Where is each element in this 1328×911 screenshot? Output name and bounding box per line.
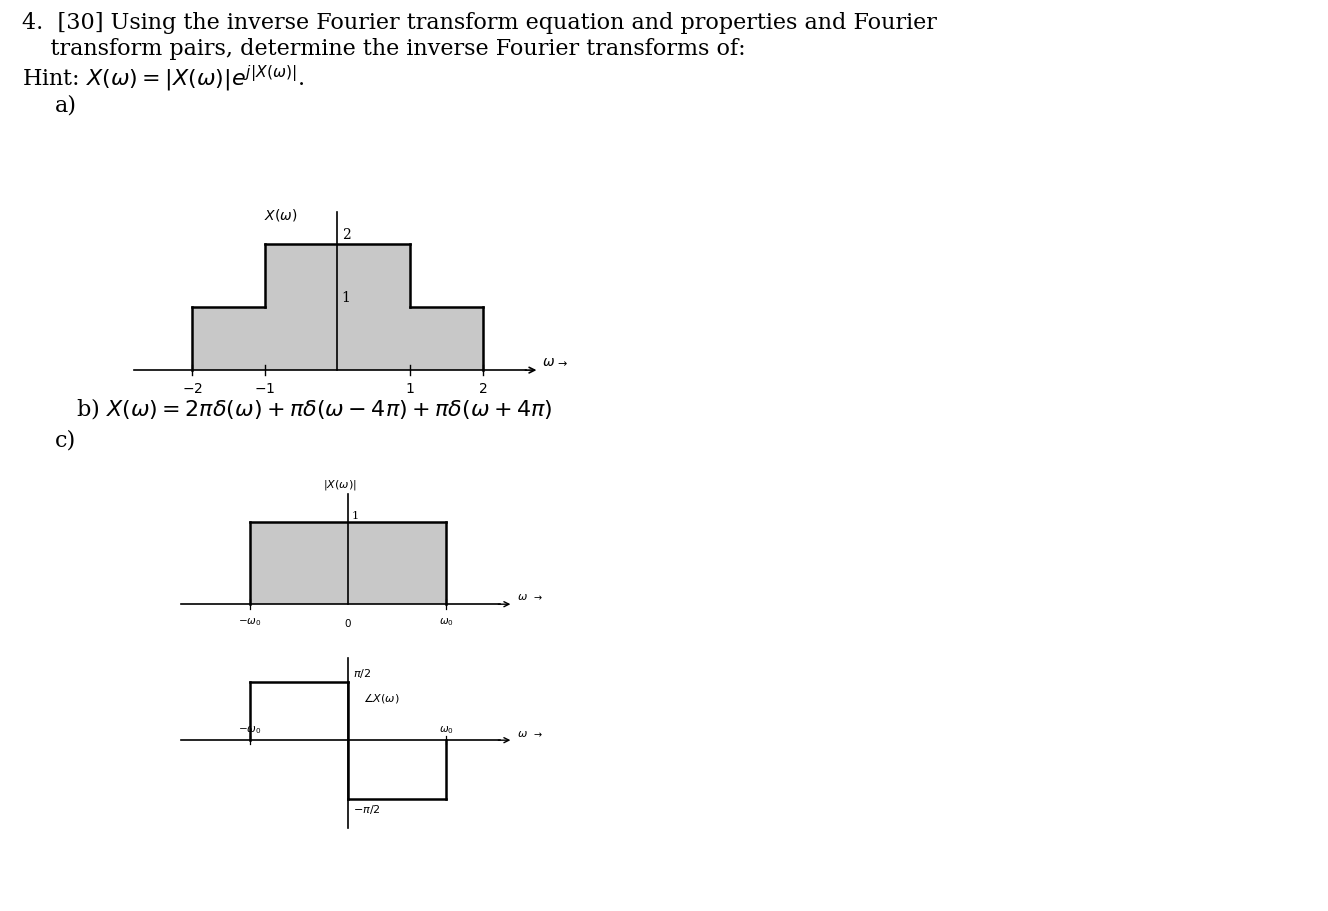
Text: b) $X(\omega) = 2\pi\delta(\omega) + \pi\delta(\omega - 4\pi) + \pi\delta(\omega: b) $X(\omega) = 2\pi\delta(\omega) + \pi… [54, 395, 552, 421]
Text: transform pairs, determine the inverse Fourier transforms of:: transform pairs, determine the inverse F… [23, 38, 745, 60]
Text: $\omega$: $\omega$ [517, 591, 529, 601]
Text: $-1$: $-1$ [254, 382, 275, 396]
Text: $-\pi/2$: $-\pi/2$ [353, 802, 380, 814]
Text: 1: 1 [352, 510, 359, 520]
Text: $\angle X(\omega)$: $\angle X(\omega)$ [363, 691, 400, 704]
Text: $-\omega_0$: $-\omega_0$ [238, 616, 262, 628]
Text: 2: 2 [341, 228, 351, 241]
Text: $\omega$: $\omega$ [517, 728, 529, 738]
Text: $X(\omega)$: $X(\omega)$ [264, 207, 297, 222]
Text: Hint: $X(\omega) = |X(\omega)|e^{j|X(\omega)|}$.: Hint: $X(\omega) = |X(\omega)|e^{j|X(\om… [23, 64, 304, 94]
Text: $\omega$: $\omega$ [542, 354, 555, 368]
Text: c): c) [54, 429, 76, 452]
Text: $-2$: $-2$ [182, 382, 203, 396]
Text: $\rightarrow$: $\rightarrow$ [533, 729, 543, 738]
Text: $\rightarrow$: $\rightarrow$ [555, 358, 568, 368]
Text: $\omega_0$: $\omega_0$ [440, 724, 454, 736]
Text: $1$: $1$ [405, 382, 414, 396]
Text: a): a) [54, 94, 77, 116]
Text: $-\omega_0$: $-\omega_0$ [238, 724, 262, 736]
Text: $2$: $2$ [478, 382, 487, 396]
Text: $\rightarrow$: $\rightarrow$ [533, 592, 543, 601]
Text: 4.  [30] Using the inverse Fourier transform equation and properties and Fourier: 4. [30] Using the inverse Fourier transf… [23, 12, 936, 34]
Text: $\omega_0$: $\omega_0$ [440, 616, 454, 628]
Text: $\pi/2$: $\pi/2$ [353, 666, 371, 679]
Text: $0$: $0$ [344, 616, 352, 628]
Text: 1: 1 [341, 291, 351, 304]
Text: $|X(\omega)|$: $|X(\omega)|$ [323, 477, 357, 492]
